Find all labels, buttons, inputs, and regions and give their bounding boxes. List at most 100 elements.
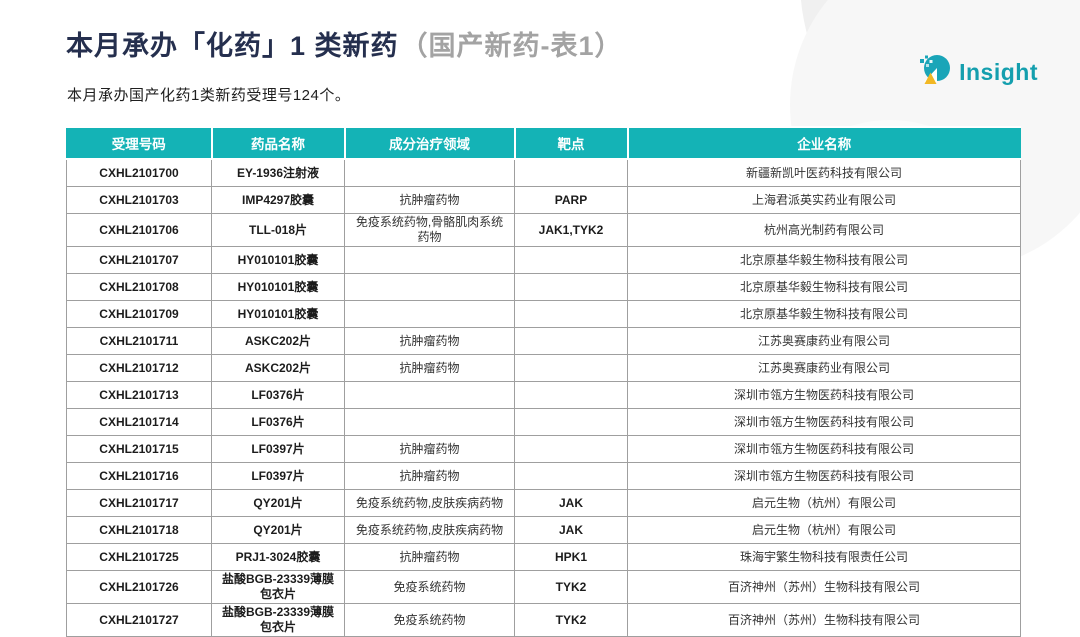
new-drug-table: 受理号码 药品名称 成分治疗领域 靶点 企业名称 CXHL2101700 EY-1… (66, 126, 1021, 637)
target-cell: TYK2 (514, 603, 628, 637)
target-cell: JAK1,TYK2 (514, 213, 628, 247)
page-title-main: 本月承办「化药」1 类新药 (66, 31, 399, 61)
page-title-sub: （国产新药-表1） (400, 31, 623, 61)
acceptance-number-cell: CXHL2101706 (66, 213, 212, 247)
target-cell (514, 327, 628, 355)
treatment-area-cell (344, 246, 515, 274)
acceptance-number-cell: CXHL2101713 (66, 381, 212, 409)
treatment-area-cell: 抗肿瘤药物 (344, 354, 515, 382)
table-row: CXHL2101714 LF0376片 深圳市瓴方生物医药科技有限公司 (66, 408, 1021, 436)
drug-name-cell: QY201片 (211, 489, 345, 517)
col-header-target: 靶点 (513, 126, 629, 160)
target-cell (514, 408, 628, 436)
slide: { "page": { "title_main": "本月承办「化药」1 类新药… (66, 0, 1080, 637)
company-name-cell: 深圳市瓴方生物医药科技有限公司 (627, 462, 1021, 490)
acceptance-number-cell: CXHL2101700 (66, 158, 212, 187)
treatment-area-cell (344, 158, 515, 187)
acceptance-number-cell: CXHL2101725 (66, 543, 212, 571)
company-name-cell: 深圳市瓴方生物医药科技有限公司 (627, 435, 1021, 463)
treatment-area-cell: 抗肿瘤药物 (344, 543, 515, 571)
treatment-area-cell (344, 408, 515, 436)
target-cell (514, 354, 628, 382)
acceptance-number-cell: CXHL2101709 (66, 300, 212, 328)
acceptance-number-cell: CXHL2101715 (66, 435, 212, 463)
acceptance-number-cell: CXHL2101703 (66, 186, 212, 214)
target-cell (514, 246, 628, 274)
drug-name-cell: PRJ1-3024胶囊 (211, 543, 345, 571)
treatment-area-cell: 免疫系统药物 (344, 603, 515, 637)
target-cell: JAK (514, 489, 628, 517)
col-header-acceptance-number: 受理号码 (66, 126, 213, 160)
acceptance-number-cell: CXHL2101714 (66, 408, 212, 436)
acceptance-number-cell: CXHL2101711 (66, 327, 212, 355)
pie-chart-icon (917, 52, 953, 93)
table-row: CXHL2101706 TLL-018片 免疫系统药物,骨骼肌肉系统药物 JAK1,T… (66, 213, 1021, 247)
drug-name-cell: EY-1936注射液 (211, 158, 345, 187)
table-row: CXHL2101703 IMP4297胶囊 抗肿瘤药物 PARP 上海君派英实药业有限公… (66, 186, 1021, 214)
page-title: 本月承办「化药」1 类新药（国产新药-表1） (66, 24, 623, 63)
target-cell (514, 462, 628, 490)
acceptance-number-cell: CXHL2101717 (66, 489, 212, 517)
company-name-cell: 新疆新凯叶医药科技有限公司 (627, 158, 1021, 187)
treatment-area-cell: 免疫系统药物,皮肤疾病药物 (344, 489, 515, 517)
treatment-area-cell: 免疫系统药物 (344, 570, 515, 604)
acceptance-number-cell: CXHL2101718 (66, 516, 212, 544)
table-row: CXHL2101713 LF0376片 深圳市瓴方生物医药科技有限公司 (66, 381, 1021, 409)
company-name-cell: 江苏奥赛康药业有限公司 (627, 354, 1021, 382)
acceptance-number-cell: CXHL2101708 (66, 273, 212, 301)
drug-name-cell: HY010101胶囊 (211, 246, 345, 274)
drug-name-cell: LF0376片 (211, 381, 345, 409)
drug-name-cell: 盐酸BGB-23339薄膜包衣片 (211, 570, 345, 604)
table-row: CXHL2101715 LF0397片 抗肿瘤药物 深圳市瓴方生物医药科技有限公司 (66, 435, 1021, 463)
col-header-drug-name: 药品名称 (210, 126, 346, 160)
acceptance-number-cell: CXHL2101726 (66, 570, 212, 604)
company-name-cell: 启元生物（杭州）有限公司 (627, 516, 1021, 544)
company-name-cell: 深圳市瓴方生物医药科技有限公司 (627, 408, 1021, 436)
company-name-cell: 杭州高光制药有限公司 (627, 213, 1021, 247)
table-row: CXHL2101718 QY201片 免疫系统药物,皮肤疾病药物 JAK 启元生物（杭州… (66, 516, 1021, 544)
target-cell (514, 273, 628, 301)
table-row: CXHL2101707 HY010101胶囊 北京原基华毅生物科技有限公司 (66, 246, 1021, 274)
acceptance-number-cell: CXHL2101707 (66, 246, 212, 274)
drug-name-cell: 盐酸BGB-23339薄膜包衣片 (211, 603, 345, 637)
company-name-cell: 上海君派英实药业有限公司 (627, 186, 1021, 214)
company-name-cell: 百济神州（苏州）生物科技有限公司 (627, 603, 1021, 637)
table-row: CXHL2101711 ASKC202片 抗肿瘤药物 江苏奥赛康药业有限公司 (66, 327, 1021, 355)
insight-logo: Insight (917, 52, 1038, 93)
target-cell (514, 300, 628, 328)
drug-name-cell: IMP4297胶囊 (211, 186, 345, 214)
drug-name-cell: TLL-018片 (211, 213, 345, 247)
logo-text: Insight (959, 59, 1038, 85)
drug-name-cell: HY010101胶囊 (211, 300, 345, 328)
drug-name-cell: LF0397片 (211, 462, 345, 490)
drug-name-cell: ASKC202片 (211, 327, 345, 355)
treatment-area-cell: 抗肿瘤药物 (344, 462, 515, 490)
treatment-area-cell: 抗肿瘤药物 (344, 186, 515, 214)
table-row: CXHL2101700 EY-1936注射液 新疆新凯叶医药科技有限公司 (66, 158, 1021, 187)
treatment-area-cell: 抗肿瘤药物 (344, 327, 515, 355)
target-cell: HPK1 (514, 543, 628, 571)
table-row: CXHL2101708 HY010101胶囊 北京原基华毅生物科技有限公司 (66, 273, 1021, 301)
acceptance-number-cell: CXHL2101716 (66, 462, 212, 490)
company-name-cell: 启元生物（杭州）有限公司 (627, 489, 1021, 517)
company-name-cell: 珠海宇繁生物科技有限责任公司 (627, 543, 1021, 571)
table-row: CXHL2101717 QY201片 免疫系统药物,皮肤疾病药物 JAK 启元生物（杭州… (66, 489, 1021, 517)
drug-name-cell: ASKC202片 (211, 354, 345, 382)
target-cell: TYK2 (514, 570, 628, 604)
table-row: CXHL2101726 盐酸BGB-23339薄膜包衣片 免疫系统药物 TYK2 百济神… (66, 570, 1021, 604)
company-name-cell: 百济神州（苏州）生物科技有限公司 (627, 570, 1021, 604)
target-cell: PARP (514, 186, 628, 214)
treatment-area-cell (344, 300, 515, 328)
drug-name-cell: LF0397片 (211, 435, 345, 463)
subtitle: 本月承办国产化药1类新药受理号124个。 (67, 87, 351, 104)
treatment-area-cell: 抗肿瘤药物 (344, 435, 515, 463)
drug-name-cell: QY201片 (211, 516, 345, 544)
table-row: CXHL2101727 盐酸BGB-23339薄膜包衣片 免疫系统药物 TYK2 百济神… (66, 603, 1021, 637)
target-cell (514, 381, 628, 409)
table-row: CXHL2101716 LF0397片 抗肿瘤药物 深圳市瓴方生物医药科技有限公司 (66, 462, 1021, 490)
treatment-area-cell: 免疫系统药物,骨骼肌肉系统药物 (344, 213, 515, 247)
table-row: CXHL2101725 PRJ1-3024胶囊 抗肿瘤药物 HPK1 珠海宇繁生物科技有… (66, 543, 1021, 571)
acceptance-number-cell: CXHL2101727 (66, 603, 212, 637)
table-row: CXHL2101709 HY010101胶囊 北京原基华毅生物科技有限公司 (66, 300, 1021, 328)
company-name-cell: 北京原基华毅生物科技有限公司 (627, 300, 1021, 328)
